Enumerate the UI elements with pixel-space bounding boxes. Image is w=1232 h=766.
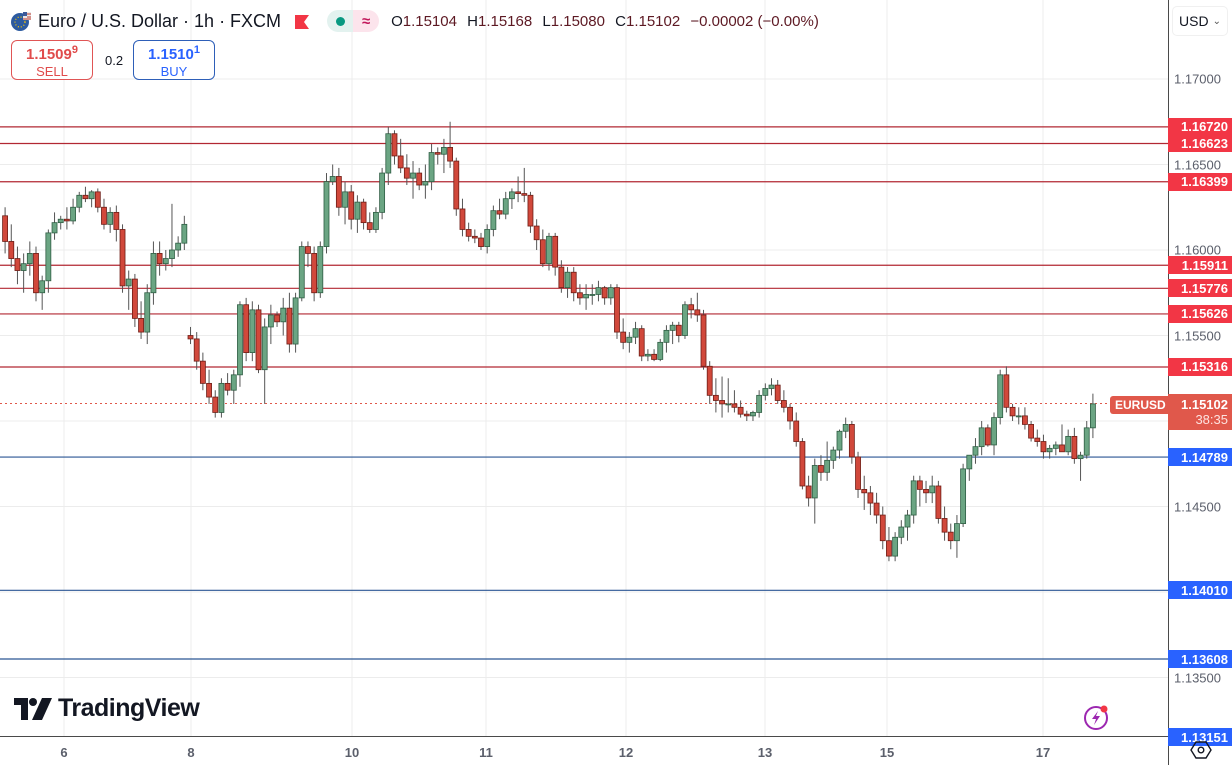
level-price-label: 1.15316 (1168, 357, 1232, 376)
market-status-pill[interactable]: ≈ (327, 10, 380, 32)
change-value: −0.00002 (−0.00%) (690, 12, 819, 30)
buy-button[interactable]: 1.15101 BUY (133, 40, 215, 80)
time-tick: 17 (1035, 745, 1051, 760)
bar-countdown: 38:35 (1195, 412, 1228, 427)
open-value: 1.15104 (402, 12, 457, 30)
time-tick: 8 (187, 745, 195, 760)
time-tick: 6 (60, 745, 68, 760)
time-axis[interactable]: 6 8 10 11 12 13 15 17 (0, 736, 1168, 766)
lightning-alert-icon[interactable] (1083, 703, 1111, 736)
delayed-data-wave-icon: ≈ (353, 10, 380, 32)
high-value: 1.15168 (477, 12, 533, 30)
time-tick: 11 (479, 745, 493, 760)
price-tick: 1.16000 (1174, 242, 1221, 258)
symbol-tag: EURUSD (1110, 396, 1171, 414)
symbol-title[interactable]: Euro / U.S. Dollar · 1h · FXCM (38, 10, 282, 31)
level-price-label: 1.16399 (1168, 172, 1232, 191)
level-price-label: 1.15911 (1168, 256, 1232, 275)
spread-value: 0.2 (105, 53, 124, 68)
candlestick-chart[interactable] (0, 0, 1168, 736)
time-tick: 12 (618, 745, 634, 760)
currency-select[interactable]: USD ⌄ (1172, 6, 1228, 36)
price-tick: 1.16500 (1174, 157, 1221, 172)
time-tick: 13 (757, 745, 773, 760)
chevron-down-icon: ⌄ (1212, 15, 1221, 27)
low-value: 1.15080 (550, 12, 605, 30)
level-price-label: 1.14010 (1168, 581, 1232, 600)
price-tick: 1.14500 (1174, 499, 1221, 514)
close-value: 1.15102 (625, 12, 681, 30)
candles (2, 121, 1096, 562)
tradingview-logo[interactable]: TradingView (14, 694, 200, 723)
level-price-label: 1.16720 (1168, 117, 1232, 136)
price-tick: 1.15500 (1174, 328, 1221, 343)
sell-button[interactable]: 1.15099 SELL (11, 40, 93, 80)
horizontal-levels (0, 126, 1168, 660)
time-tick: 15 (879, 745, 895, 760)
grid-lines (0, 0, 1168, 736)
level-price-label: 1.13151 (1168, 728, 1232, 747)
tradingview-logo-icon (14, 697, 52, 720)
current-price-label: 1.15102 38:35 (1168, 394, 1232, 430)
price-tick: 1.13500 (1174, 670, 1221, 685)
market-open-dot-icon (335, 16, 345, 26)
eu-us-flag-icon (10, 10, 32, 32)
chart-legend: Euro / U.S. Dollar · 1h · FXCM ≈ O1.1510… (10, 8, 825, 34)
red-flag-icon[interactable] (295, 14, 310, 29)
level-price-label: 1.15626 (1168, 304, 1232, 323)
settings-gear-icon[interactable] (1190, 740, 1212, 765)
level-price-label: 1.13608 (1168, 650, 1232, 669)
level-price-label: 1.16623 (1168, 134, 1232, 153)
time-tick: 10 (344, 745, 360, 760)
level-price-label: 1.14789 (1168, 448, 1232, 467)
ohlc-values: O1.15104 H1.15168 L1.15080 C1.15102 −0.0… (391, 12, 819, 30)
price-tick: 1.17000 (1174, 71, 1221, 87)
level-price-label: 1.15776 (1168, 279, 1232, 298)
